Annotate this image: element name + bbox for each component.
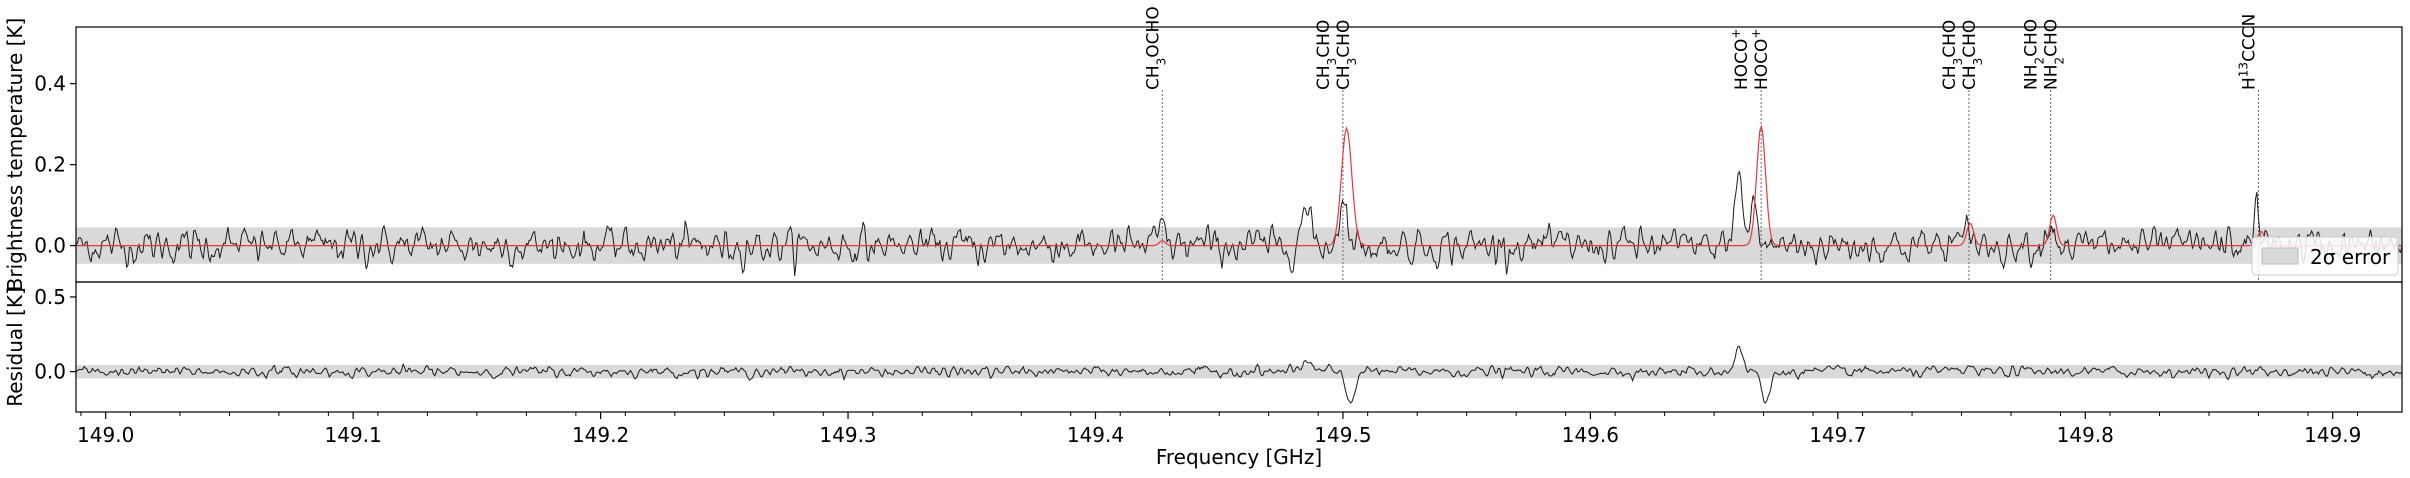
molecule-label-part: CH (1314, 65, 1334, 90)
observed-spectrum-line (75, 170, 2403, 276)
y-tick-label: 0.2 (34, 153, 66, 177)
spectrum-y-ticks: 0.0 0.2 0.4 (34, 72, 76, 258)
molecule-label-part: CHO (1960, 20, 1980, 58)
y-tick-label: 0.0 (34, 360, 66, 384)
molecule-label-part: CH (1334, 65, 1354, 90)
y-tick-label: 0.4 (34, 72, 66, 96)
molecule-label: H13CCCN (2236, 14, 2259, 90)
molecule-label: CH3CHO (1960, 20, 1985, 90)
molecule-label-part: OCHO (1143, 6, 1163, 57)
residual-y-axis-label: Residual [K] (3, 287, 27, 407)
molecule-label-part: 13 (2236, 62, 2250, 77)
x-tick-label: 149.0 (77, 423, 134, 447)
legend: 2σ error (2251, 236, 2399, 276)
molecule-label-part: 3 (1951, 58, 1965, 66)
x-axis-label: Frequency [GHz] (1156, 445, 1322, 469)
molecule-label-part: 2 (2033, 57, 2047, 65)
molecule-label-part: NH (2042, 65, 2062, 91)
residual-panel: 0.00.5 149.0 149.1 149.2 149.3 149.4 149.5 149… (3, 281, 2403, 469)
legend-swatch (2261, 247, 2299, 265)
molecule-label-part: CHO (1334, 20, 1354, 58)
y-tick-label: 0.0 (34, 234, 66, 258)
x-tick-label: 149.5 (1314, 423, 1371, 447)
x-tick-label: 149.1 (325, 423, 382, 447)
molecule-label: NH2CHO (2042, 19, 2067, 90)
molecule-label-part: 3 (1345, 58, 1359, 66)
spectrum-y-axis-label: Brightness temperature [K] (3, 18, 27, 292)
molecule-label-part: CHO (1940, 20, 1960, 58)
molecule-label: HOCO+ (1749, 29, 1772, 90)
legend-box (2251, 236, 2399, 276)
model-spectrum-line (76, 124, 2402, 247)
molecule-label-part: CH (1143, 65, 1163, 90)
molecule-label: CH3CHO (1334, 20, 1359, 90)
residual-y-ticks: 0.0 0.5 (34, 285, 76, 384)
molecule-label-part: HOCO (1732, 39, 1752, 90)
molecule-label-part: 3 (1154, 58, 1168, 66)
molecule-label-part: HOCO (1752, 39, 1772, 90)
molecule-label-part: CHO (2022, 19, 2042, 57)
molecule-label-part: CH (1960, 65, 1980, 90)
molecule-label-part: 2 (2053, 57, 2067, 65)
x-tick-label: 149.6 (1562, 423, 1619, 447)
residual-panel-frame (75, 281, 2403, 413)
molecule-label-part: CHO (2042, 19, 2062, 57)
molecule-label-part: NH (2022, 65, 2042, 91)
legend-label: 2σ error (2310, 245, 2391, 269)
molecule-label-part: H (2239, 77, 2259, 90)
residual-line (75, 345, 2403, 404)
x-tick-label: 149.8 (2057, 423, 2114, 447)
molecule-label-part: 3 (1325, 58, 1339, 66)
molecule-label: CH3CHO (1940, 20, 1965, 90)
y-tick-label: 0.5 (34, 285, 66, 309)
molecule-label: NH2CHO (2022, 19, 2047, 90)
x-ticks: 149.0 149.1 149.2 149.3 149.4 149.5 149.6 149.7… (77, 412, 2361, 447)
molecule-label-part: CH (1940, 65, 1960, 90)
molecule-label-part: CHO (1314, 20, 1334, 58)
molecule-label-part: + (1729, 29, 1743, 39)
molecule-label-part: + (1749, 29, 1763, 39)
x-tick-label: 149.3 (819, 423, 876, 447)
x-tick-label: 149.4 (1067, 423, 1124, 447)
molecule-label-part: 3 (1971, 58, 1985, 66)
x-tick-label: 149.9 (2304, 423, 2361, 447)
x-tick-label: 149.7 (1809, 423, 1866, 447)
molecule-label: CH3OCHO (1143, 6, 1168, 90)
x-tick-label: 149.2 (572, 423, 629, 447)
molecule-label: HOCO+ (1729, 29, 1752, 90)
error-band-residual (76, 364, 2402, 379)
molecule-label-part: CCCN (2239, 14, 2259, 62)
molecule-label: CH3CHO (1314, 20, 1339, 90)
